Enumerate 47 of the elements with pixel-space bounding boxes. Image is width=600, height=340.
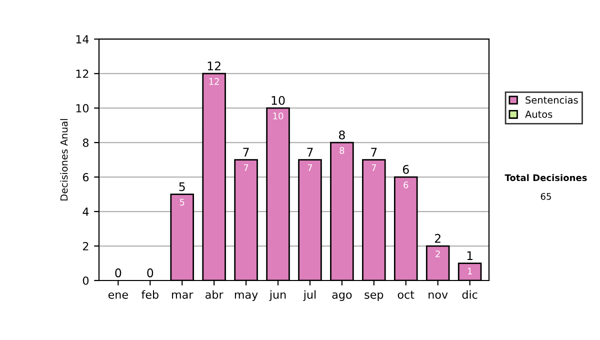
total-label: 10 — [272, 96, 285, 105]
total-label: 7 — [243, 148, 249, 156]
data-label: 1 — [468, 268, 472, 274]
y-tick-label: 8 — [82, 138, 89, 147]
y-tick-label: 10 — [76, 104, 89, 112]
total-label: 2 — [434, 234, 440, 243]
data-label: 7 — [244, 164, 248, 171]
total-label: 6 — [402, 164, 409, 174]
data-label: 5 — [180, 198, 184, 206]
y-tick-label: 6 — [82, 173, 89, 182]
y-tick-label: 0 — [82, 276, 89, 285]
legend-label: Sentencias — [526, 96, 578, 104]
total-label: 0 — [115, 268, 122, 278]
y-tick-label: 2 — [83, 242, 88, 250]
data-label: 6 — [404, 182, 408, 188]
total-label: 8 — [338, 130, 345, 140]
total-label: 0 — [147, 268, 154, 278]
data-label: 7 — [308, 164, 312, 171]
total-label: 5 — [179, 182, 185, 192]
x-tick-label: jun — [269, 290, 286, 301]
x-tick-label: dic — [462, 290, 478, 299]
text: Total Decisiones — [504, 174, 587, 182]
total-label: 1 — [467, 251, 472, 260]
y-tick-label: 12 — [76, 70, 88, 78]
total-label: 7 — [371, 148, 377, 156]
y-tick-label: 4 — [82, 208, 89, 216]
data-label: 12 — [209, 78, 219, 85]
data-label: 7 — [372, 164, 376, 171]
x-tick-label: ago — [332, 292, 352, 301]
y-axis-title: Decisiones Anual — [60, 119, 68, 200]
data-label: 10 — [273, 112, 284, 120]
x-tick-label: may — [234, 292, 258, 301]
data-label: 2 — [436, 250, 440, 258]
data-label: 8 — [340, 147, 344, 154]
text: 65 — [540, 192, 551, 200]
x-tick-label: nov — [428, 292, 448, 299]
x-tick-label: jul — [303, 290, 316, 301]
x-tick-label: abr — [206, 290, 224, 299]
legend-label: Autos — [525, 110, 552, 118]
x-tick-label: ene — [108, 292, 128, 299]
total-label: 12 — [208, 62, 220, 70]
total-label: 7 — [307, 148, 313, 156]
y-tick-label: 14 — [76, 35, 89, 44]
x-tick-label: mar — [172, 292, 194, 299]
x-tick-label: feb — [142, 290, 158, 299]
x-tick-label: sep — [364, 292, 384, 301]
x-tick-label: oct — [398, 290, 414, 299]
